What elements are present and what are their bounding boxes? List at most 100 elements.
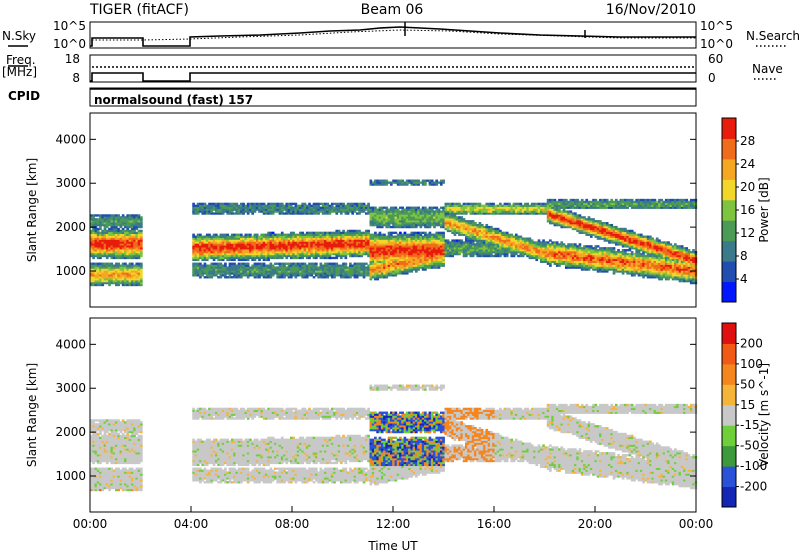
power-cell [469, 227, 473, 231]
power-cell [453, 239, 457, 242]
power-cell [117, 247, 120, 250]
power-cell [330, 243, 334, 246]
power-cell [114, 281, 118, 285]
power-cell [378, 249, 382, 252]
power-cell [417, 206, 420, 209]
power-cell [464, 245, 468, 248]
power-cell [124, 241, 127, 244]
power-cell [335, 274, 339, 277]
power-cell [244, 250, 248, 254]
power-cell [210, 249, 214, 252]
power-cell [253, 266, 257, 269]
power-cell [380, 210, 384, 213]
power-cell [99, 216, 102, 219]
power-cell [430, 233, 434, 236]
power-cell [387, 212, 391, 215]
power-cell [337, 210, 341, 213]
power-cell [433, 233, 436, 236]
power-cell [201, 247, 205, 250]
power-cell [135, 225, 139, 229]
power-cell [342, 272, 345, 275]
power-cell [417, 183, 420, 186]
power-cell [380, 216, 384, 219]
power-cell [383, 266, 386, 269]
power-cell [117, 281, 120, 285]
power-cell [414, 250, 418, 254]
power-cell [237, 256, 241, 260]
power-cell [217, 235, 220, 238]
power-cell [139, 237, 143, 240]
power-cell [217, 237, 220, 240]
power-cell [510, 252, 514, 256]
power-cell [349, 245, 352, 248]
power-cell [337, 274, 341, 277]
power-cell [451, 229, 454, 233]
power-cell [514, 208, 518, 211]
power-cell [326, 256, 330, 260]
power-cell [455, 245, 459, 248]
power-cell [414, 247, 418, 250]
power-cell [264, 206, 268, 209]
power-cell [455, 222, 459, 225]
power-cell [378, 243, 382, 246]
power-cell [510, 237, 514, 240]
power-cell [539, 258, 543, 262]
power-cell [442, 214, 445, 217]
power-cell [374, 274, 377, 277]
power-cell [92, 264, 95, 267]
power-cell [408, 220, 411, 223]
power-cell [239, 272, 243, 275]
power-cell [137, 222, 141, 225]
power-cell [374, 208, 377, 211]
power-cell [262, 270, 266, 273]
power-cell [310, 252, 314, 256]
power-cell [439, 223, 443, 227]
power-cell [137, 250, 141, 254]
power-cell [451, 220, 454, 223]
power-cell [417, 268, 420, 271]
power-cell [133, 237, 136, 240]
power-cell [196, 270, 200, 273]
power-cell [319, 210, 323, 213]
power-cell [392, 264, 395, 267]
power-cell [108, 220, 111, 223]
power-cell [403, 243, 407, 246]
power-cell [299, 245, 302, 248]
power-cell [419, 225, 423, 229]
power-cell [437, 237, 441, 240]
power-cell [199, 241, 202, 244]
power-cell [392, 266, 395, 269]
power-cell [214, 262, 218, 265]
power-cell [258, 276, 261, 279]
power-cell [324, 274, 327, 277]
power-cell [405, 243, 409, 246]
power-cell [364, 235, 368, 238]
power-cell [444, 204, 448, 207]
power-cell [112, 276, 116, 279]
power-cell [124, 283, 127, 287]
power-cell [337, 254, 341, 258]
power-cell [124, 245, 127, 248]
power-cell [342, 250, 345, 254]
power-cell [317, 237, 320, 240]
power-cell [437, 239, 441, 242]
power-cell [208, 266, 211, 269]
power-cell [399, 270, 402, 273]
power-cell [353, 270, 357, 273]
power-cell [246, 241, 250, 244]
power-cell [335, 202, 339, 206]
power-cell [244, 258, 248, 262]
power-cell [408, 249, 411, 252]
power-cell [249, 250, 252, 254]
power-cell [289, 256, 293, 260]
power-cell [444, 220, 448, 223]
power-cell [455, 231, 459, 235]
power-cell [294, 270, 298, 273]
power-cell [444, 206, 448, 209]
power-cell [478, 247, 482, 250]
power-cell [414, 183, 418, 186]
power-cell [487, 204, 491, 207]
power-cell [289, 233, 293, 236]
power-cell [417, 233, 420, 236]
power-cell [349, 206, 352, 209]
